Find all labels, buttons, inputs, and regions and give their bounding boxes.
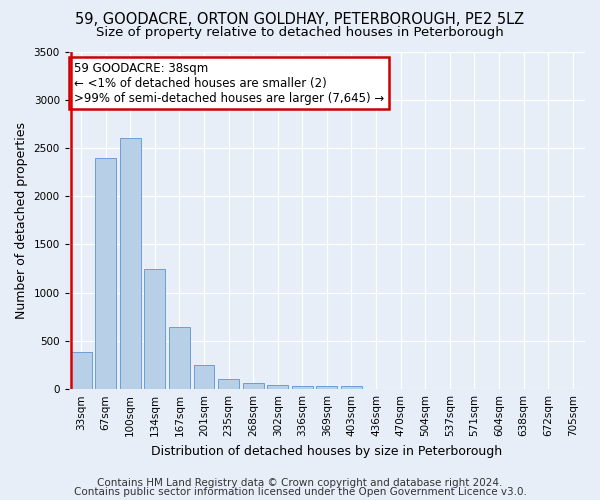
Bar (120, 138, 141, 389)
Bar (71, 352, 92, 389)
Bar (194, 365, 214, 389)
Text: 59 GOODACRE: 38sqm
← <1% of detached houses are smaller (2)
>99% of semi-detache: 59 GOODACRE: 38sqm ← <1% of detached hou… (74, 62, 384, 104)
Bar (218, 378, 239, 389)
Text: Size of property relative to detached houses in Peterborough: Size of property relative to detached ho… (96, 26, 504, 39)
Bar (316, 386, 337, 389)
Text: Contains public sector information licensed under the Open Government Licence v3: Contains public sector information licen… (74, 487, 526, 497)
Text: 59, GOODACRE, ORTON GOLDHAY, PETERBOROUGH, PE2 5LZ: 59, GOODACRE, ORTON GOLDHAY, PETERBOROUG… (76, 12, 524, 28)
Bar (243, 384, 263, 389)
Bar (169, 328, 190, 389)
Y-axis label: Number of detached properties: Number of detached properties (15, 122, 28, 319)
Bar (145, 268, 166, 389)
Bar (268, 385, 288, 389)
Bar (95, 158, 116, 389)
Bar (292, 386, 313, 389)
Bar (341, 386, 362, 389)
X-axis label: Distribution of detached houses by size in Peterborough: Distribution of detached houses by size … (151, 444, 502, 458)
Text: Contains HM Land Registry data © Crown copyright and database right 2024.: Contains HM Land Registry data © Crown c… (97, 478, 503, 488)
